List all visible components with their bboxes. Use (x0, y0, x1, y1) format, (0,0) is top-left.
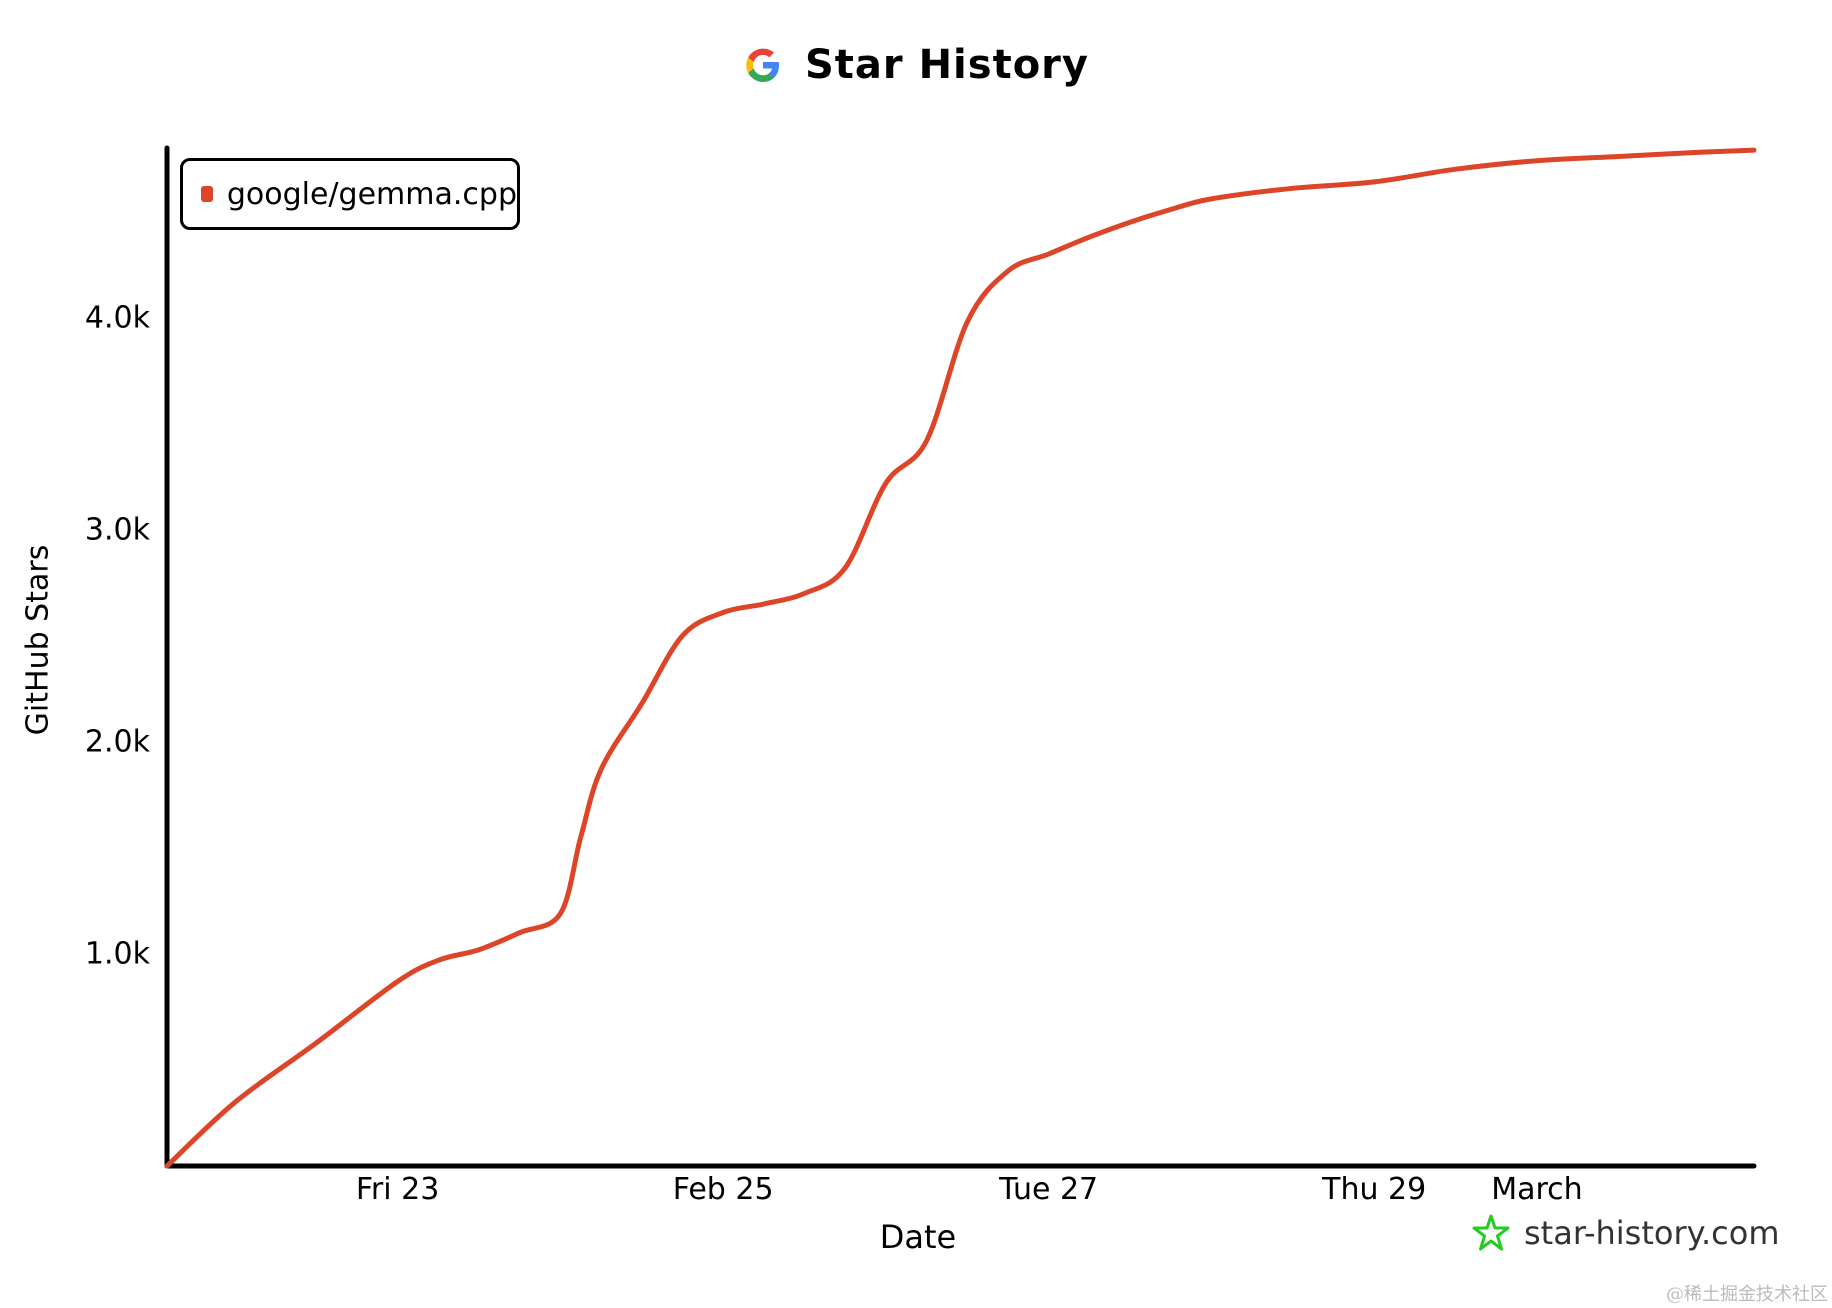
legend-label: google/gemma.cpp (226, 176, 517, 212)
watermark[interactable]: star-history.com (1472, 1214, 1780, 1252)
x-tick-label: Fri 23 (355, 1172, 440, 1207)
chart-title-text: Star History (805, 42, 1089, 88)
x-tick-label: Tue 27 (999, 1172, 1099, 1207)
y-tick-label: 1.0k (84, 936, 150, 972)
legend: google/gemma.cpp (180, 158, 520, 230)
x-tick-label: March (1491, 1172, 1583, 1207)
x-tick-label: Thu 29 (1322, 1172, 1427, 1207)
series-line-0 (164, 147, 1757, 1169)
y-axis-label: GitHub Stars (20, 544, 56, 736)
legend-swatch (201, 186, 213, 202)
google-g-icon (746, 48, 779, 82)
watermark-text: star-history.com (1524, 1214, 1780, 1252)
star-history-logo-icon (1472, 1214, 1510, 1251)
y-tick-label: 2.0k (84, 724, 150, 760)
x-axis-label: Date (879, 1218, 957, 1256)
source-credit: @稀土掘金技术社区 (1666, 1284, 1828, 1305)
chart-title: Star History (0, 42, 1832, 88)
y-tick-label: 4.0k (84, 300, 150, 336)
y-tick-label: 3.0k (84, 512, 150, 548)
x-tick-label: Feb 25 (672, 1172, 774, 1207)
